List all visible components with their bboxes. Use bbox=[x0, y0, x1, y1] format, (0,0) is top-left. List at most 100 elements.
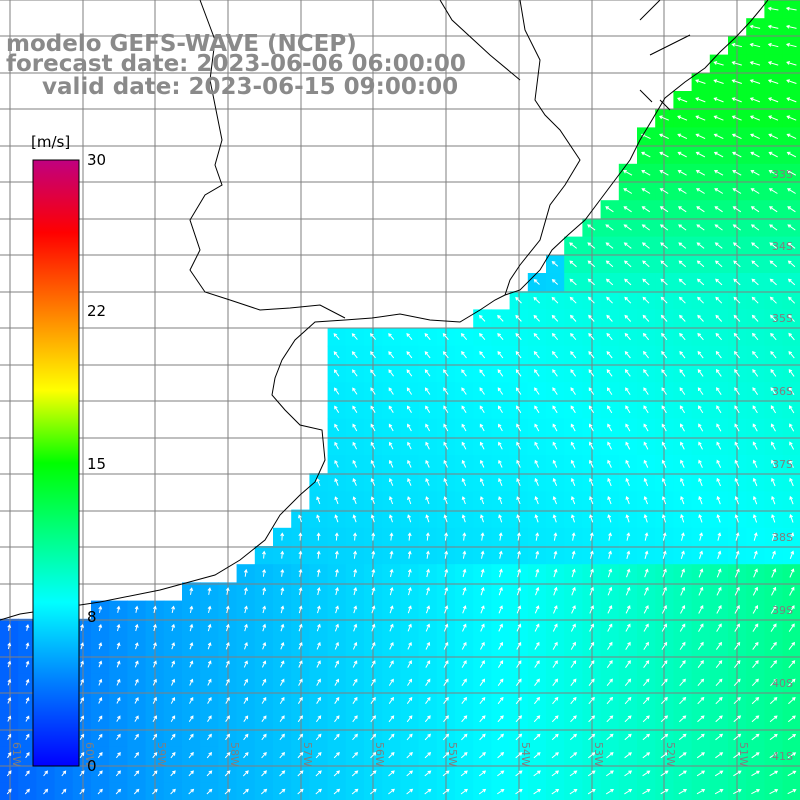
wind-arrow bbox=[98, 605, 103, 613]
wind-arrow bbox=[406, 369, 413, 377]
wind-arrow bbox=[461, 441, 467, 450]
wind-arrow bbox=[605, 788, 615, 795]
wind-arrow bbox=[605, 242, 614, 249]
wind-arrow bbox=[588, 678, 595, 687]
wind-arrow bbox=[643, 423, 649, 432]
wind-arrow bbox=[788, 623, 795, 632]
wind-arrow bbox=[461, 641, 467, 650]
wind-arrow bbox=[116, 605, 121, 613]
wind-arrow bbox=[715, 752, 724, 759]
wind-arrow bbox=[534, 514, 539, 523]
wind-arrow bbox=[734, 369, 740, 377]
wind-arrow bbox=[626, 550, 631, 559]
wind-arrow bbox=[134, 770, 140, 777]
wind-arrow bbox=[171, 605, 176, 614]
wind-arrow bbox=[353, 532, 357, 541]
wind-arrow bbox=[643, 641, 649, 650]
wind-arrow bbox=[407, 496, 412, 505]
wind-arrow bbox=[771, 532, 776, 541]
wind-arrow bbox=[424, 733, 431, 741]
wind-arrow bbox=[371, 623, 376, 632]
wind-arrow bbox=[588, 332, 595, 341]
wind-arrow bbox=[225, 587, 230, 595]
wind-arrow bbox=[98, 660, 103, 668]
wind-arrow bbox=[279, 751, 286, 759]
longitude-labels: 61W 60W 59W 58W 57W 56W 55W 54W 53W 52W 51W bbox=[10, 742, 750, 767]
wind-arrow bbox=[533, 296, 541, 304]
wind-arrow bbox=[553, 568, 558, 578]
wind-arrow bbox=[569, 733, 578, 741]
wind-arrow bbox=[260, 788, 268, 795]
wind-arrow bbox=[698, 477, 703, 487]
wind-arrow bbox=[443, 405, 449, 414]
wind-arrow bbox=[334, 496, 339, 505]
coastline bbox=[0, 0, 769, 621]
wind-arrow bbox=[752, 660, 759, 669]
wind-arrow bbox=[714, 188, 724, 194]
wind-arrow bbox=[279, 678, 285, 686]
wind-arrow bbox=[388, 441, 394, 450]
wind-arrow bbox=[334, 514, 339, 523]
wind-arrow bbox=[732, 224, 741, 231]
wind-arrow bbox=[786, 133, 797, 140]
wind-arrow bbox=[461, 496, 466, 505]
wind-arrow bbox=[770, 605, 777, 614]
wind-arrow bbox=[533, 715, 541, 723]
wind-arrow bbox=[80, 623, 84, 632]
wind-arrow bbox=[661, 369, 668, 377]
wind-arrow bbox=[714, 224, 723, 231]
wind-arrow bbox=[680, 423, 685, 432]
wind-arrow bbox=[606, 314, 613, 322]
wind-arrow bbox=[333, 788, 341, 795]
wind-arrow bbox=[225, 641, 230, 650]
wind-arrow bbox=[661, 405, 667, 414]
wind-arrow bbox=[335, 605, 339, 614]
wind-arrow bbox=[552, 660, 558, 668]
wind-arrow bbox=[715, 678, 723, 687]
wind-arrow bbox=[298, 532, 303, 541]
wind-arrow bbox=[589, 477, 594, 487]
wind-arrow bbox=[425, 459, 430, 468]
wind-arrow bbox=[443, 441, 449, 450]
wind-arrow bbox=[297, 733, 304, 741]
wind-arrow bbox=[262, 568, 267, 577]
wind-arrow bbox=[515, 788, 523, 795]
wind-arrow bbox=[771, 586, 777, 596]
wind-arrow bbox=[515, 752, 523, 759]
wind-arrow bbox=[733, 770, 742, 777]
wind-arrow bbox=[497, 351, 504, 359]
wind-arrow bbox=[498, 477, 503, 486]
wind-arrow bbox=[750, 170, 760, 176]
wind-arrow bbox=[262, 550, 266, 559]
wind-arrow bbox=[731, 79, 742, 84]
wind-arrow bbox=[352, 478, 357, 486]
wind-arrow bbox=[751, 296, 759, 304]
wind-arrow bbox=[425, 478, 430, 486]
wind-arrow bbox=[697, 696, 705, 705]
wind-arrow bbox=[661, 387, 667, 395]
wind-arrow bbox=[388, 715, 395, 723]
wind-arrow bbox=[7, 697, 12, 704]
wind-arrow bbox=[515, 387, 522, 395]
wind-arrow bbox=[189, 660, 194, 668]
wind-arrow bbox=[626, 532, 631, 541]
wind-arrow bbox=[751, 770, 760, 777]
wind-arrow bbox=[697, 350, 704, 359]
wind-arrow bbox=[750, 206, 760, 213]
wind-arrow bbox=[697, 715, 705, 723]
wind-arrow bbox=[786, 79, 797, 84]
wind-arrow bbox=[315, 752, 322, 759]
wind-arrow bbox=[479, 332, 486, 341]
wind-arrow bbox=[333, 333, 340, 340]
wind-arrow bbox=[659, 224, 669, 231]
wind-arrow bbox=[516, 496, 521, 505]
wind-arrow bbox=[642, 789, 651, 795]
wind-arrow bbox=[752, 405, 758, 414]
wind-arrow bbox=[589, 532, 594, 541]
model-title: modelo GEFS-WAVE (NCEP) bbox=[6, 31, 357, 57]
wind-arrow bbox=[535, 586, 540, 596]
wind-arrow bbox=[207, 587, 212, 595]
wind-arrow bbox=[315, 788, 322, 795]
wind-arrow bbox=[243, 660, 248, 668]
wind-arrow bbox=[407, 568, 412, 578]
